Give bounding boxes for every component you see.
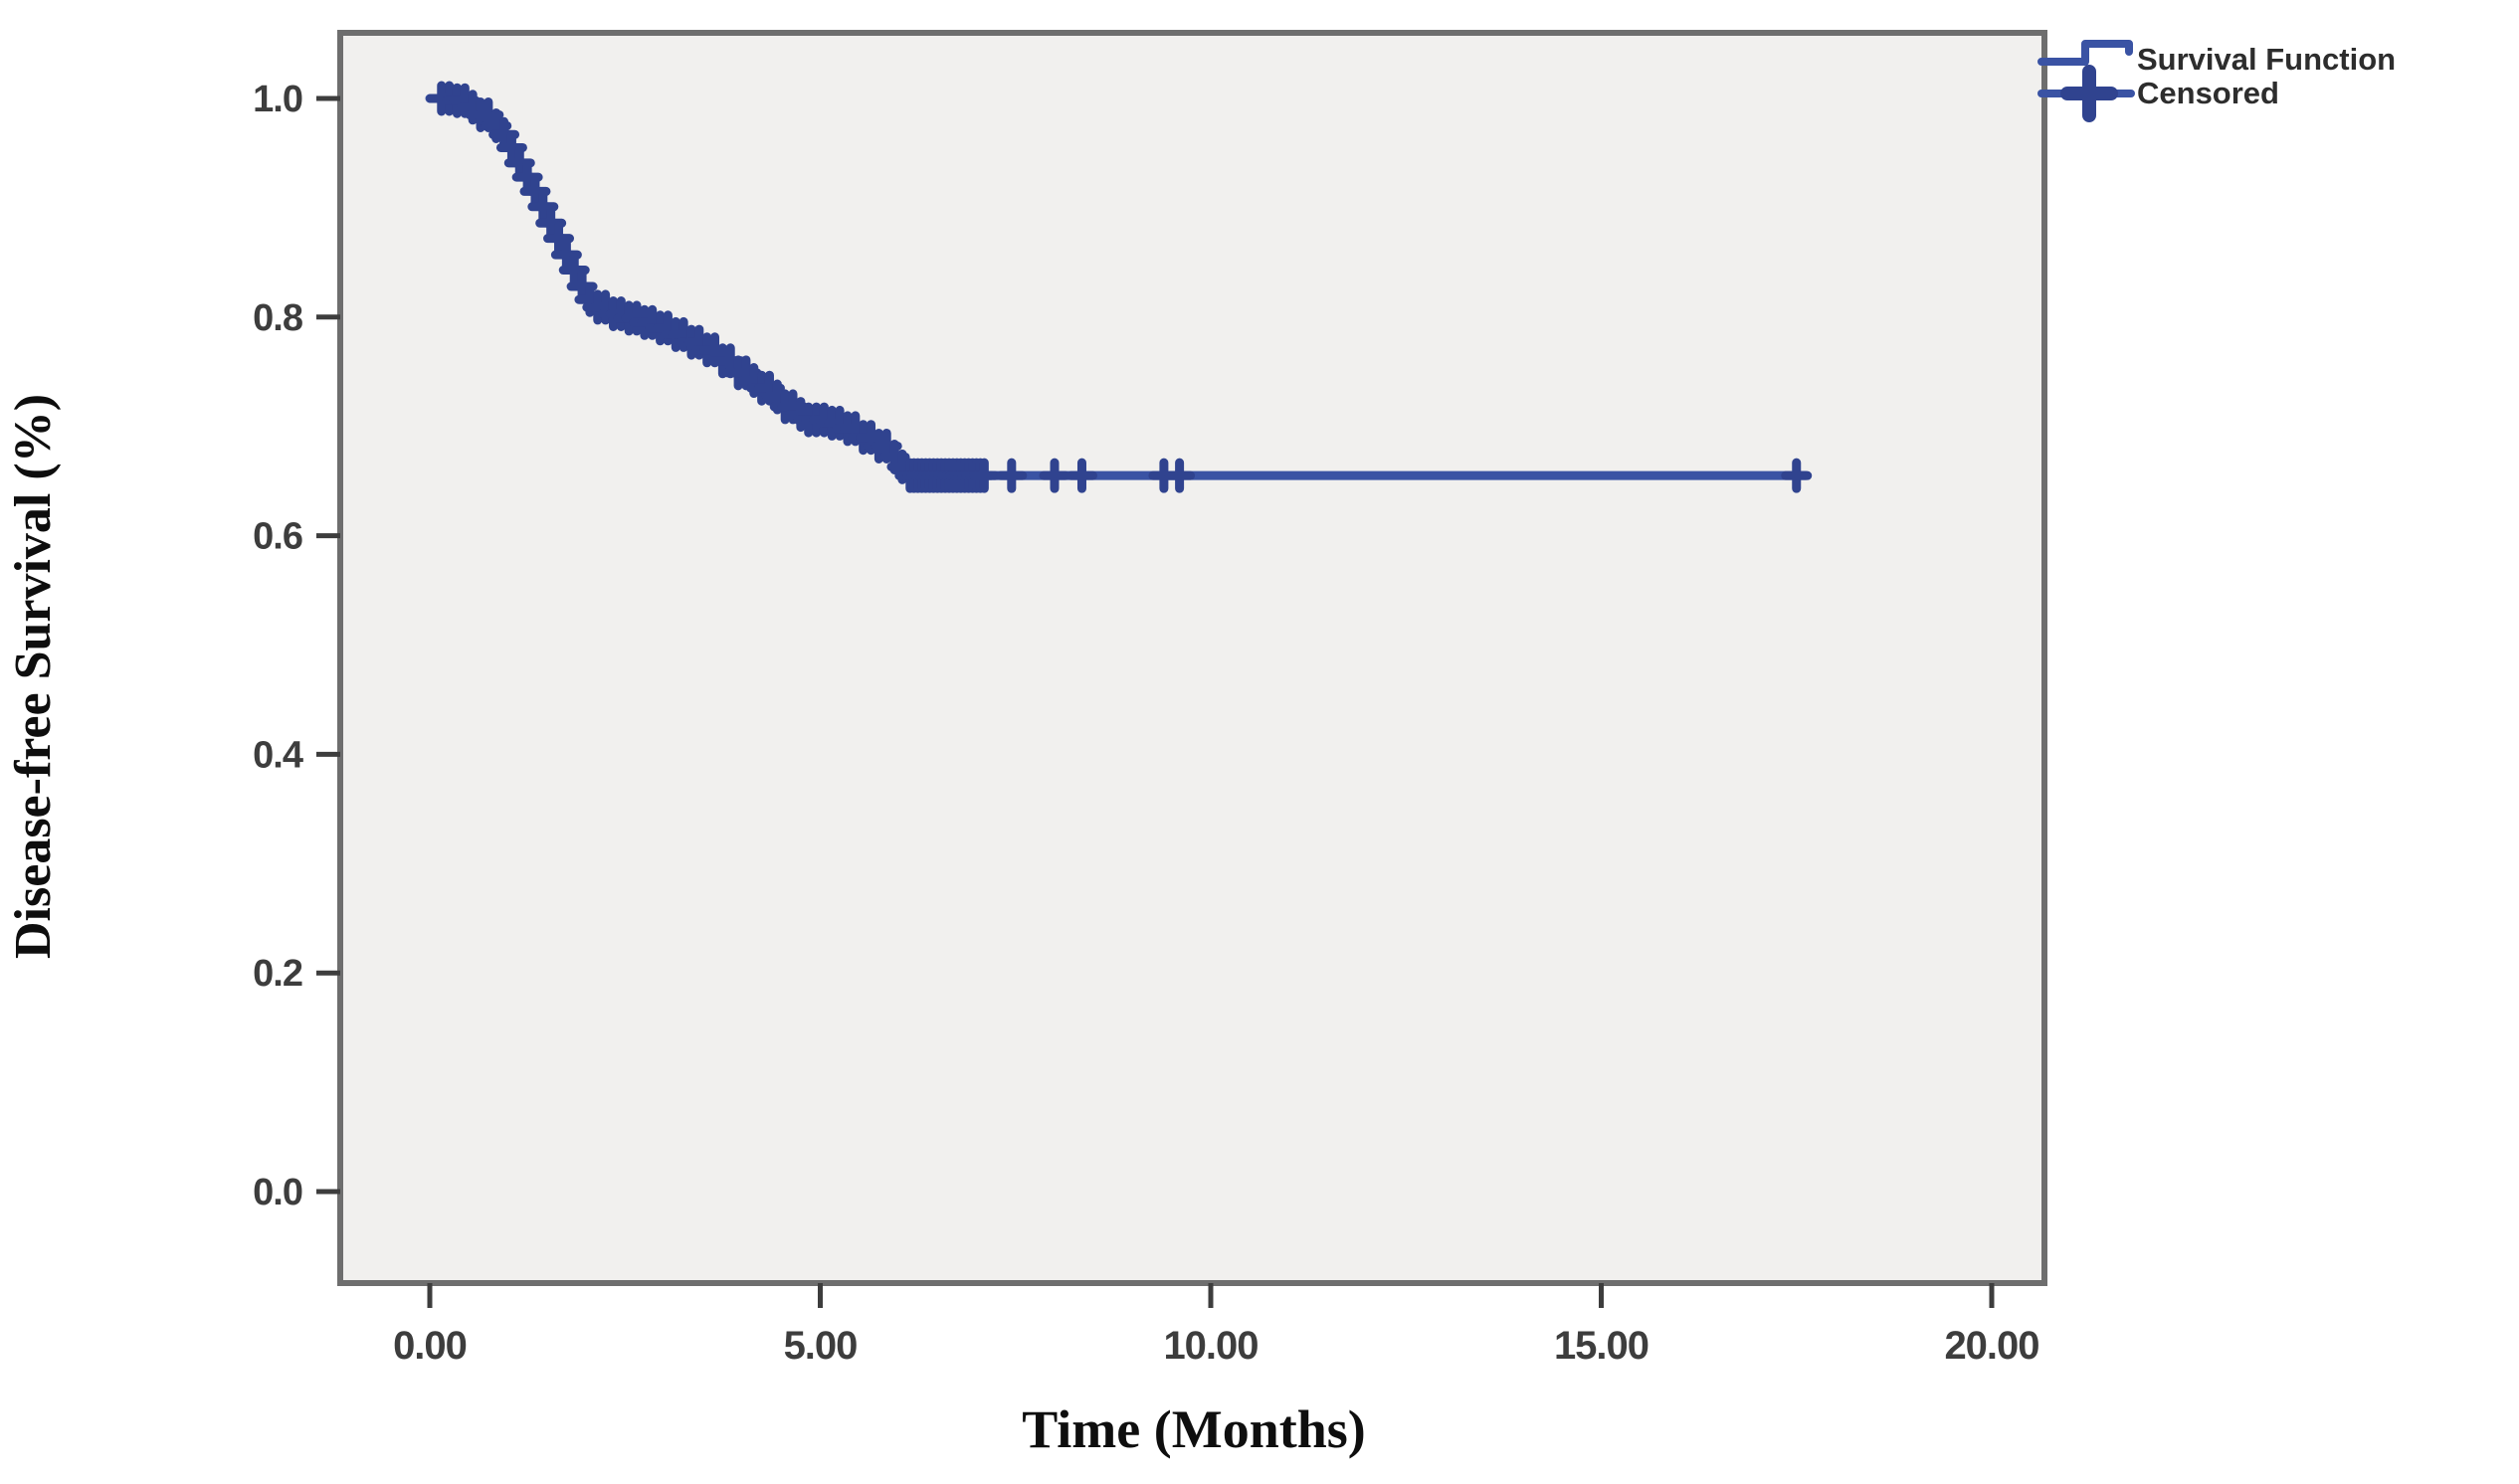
censor-mark — [996, 458, 1028, 493]
y-tick-label: 1.0 — [253, 79, 302, 120]
legend-label-survival-function: Survival Function — [2137, 42, 2396, 77]
y-tick-label: 0.0 — [253, 1172, 302, 1213]
legend-label-censored: Censored — [2137, 76, 2279, 110]
x-tick-label: 10.00 — [1163, 1324, 1258, 1368]
survival-function-step-icon — [2037, 40, 2133, 66]
legend: Survival Function Censored — [2037, 40, 2396, 122]
plot-area: 1.0 0.8 0.6 0.4 0.2 0.0 0.00 5.00 10.00 15.00 20.0… — [253, 30, 2047, 1368]
y-tick-label: 0.4 — [253, 734, 303, 776]
x-axis-title: Time (Months) — [1022, 1399, 1366, 1459]
x-tick-label: 0.00 — [393, 1324, 467, 1368]
censor-mark — [1066, 458, 1097, 493]
y-tick-label: 0.8 — [253, 297, 302, 339]
x-tick-label: 20.00 — [1944, 1324, 2038, 1368]
censor-mark — [1164, 458, 1196, 493]
x-tick-label: 15.00 — [1554, 1324, 1648, 1368]
censor-mark — [968, 458, 1000, 493]
y-tick-label: 0.2 — [253, 953, 302, 995]
y-axis-title: Disease-free Survival (%) — [5, 394, 62, 959]
x-tick-label: 5.00 — [784, 1324, 858, 1368]
censored-plus-icon — [2060, 65, 2118, 122]
plot-frame — [337, 30, 2047, 1286]
censor-mark — [1039, 458, 1070, 493]
y-tick-label: 0.6 — [253, 516, 302, 558]
censor-mark — [1781, 458, 1813, 493]
